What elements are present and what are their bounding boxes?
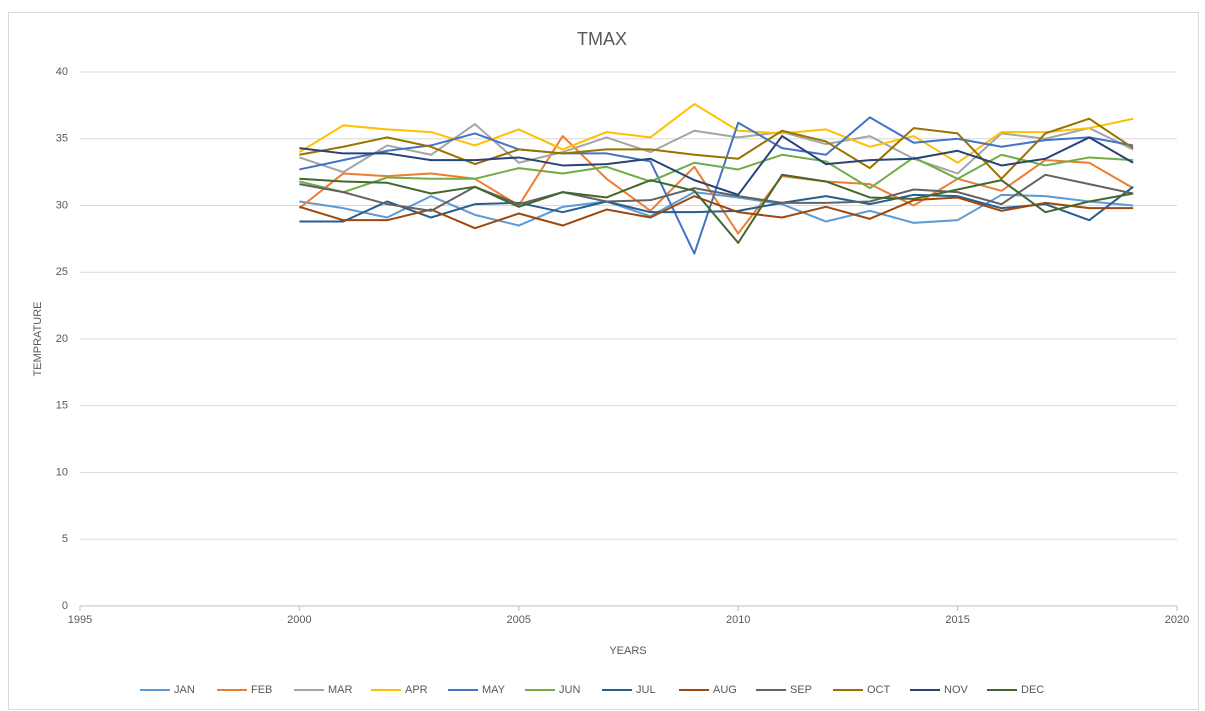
legend-label: JUN xyxy=(559,684,580,696)
x-tick-label: 2000 xyxy=(287,614,311,626)
legend-label: MAR xyxy=(328,684,353,696)
series-line xyxy=(299,173,1134,212)
series-line xyxy=(298,103,1134,164)
legend-label: SEP xyxy=(790,684,812,696)
y-tick-label: 25 xyxy=(56,266,68,278)
x-axis-label: YEARS xyxy=(609,645,646,657)
series-line xyxy=(299,186,1134,223)
series-line xyxy=(298,135,1134,235)
series-line xyxy=(299,135,1134,196)
series-line xyxy=(299,117,1134,180)
legend-label: DEC xyxy=(1021,684,1044,696)
y-axis-label: TEMPRATURE xyxy=(32,302,44,377)
legend-label: JAN xyxy=(174,684,195,696)
x-tick-label: 2005 xyxy=(507,614,531,626)
y-tick-label: 10 xyxy=(56,466,68,478)
y-tick-label: 5 xyxy=(62,533,68,545)
y-tick-label: 40 xyxy=(56,66,68,78)
x-tick-label: 2020 xyxy=(1165,614,1189,626)
x-tick-label: 2010 xyxy=(726,614,750,626)
y-tick-label: 30 xyxy=(56,199,68,211)
y-tick-label: 15 xyxy=(56,400,68,412)
series-line xyxy=(299,191,1134,227)
series-line xyxy=(299,173,1134,244)
legend-label: FEB xyxy=(251,684,272,696)
x-tick-label: 2015 xyxy=(945,614,969,626)
chart-title: TMAX xyxy=(577,29,627,49)
y-tick-label: 35 xyxy=(56,133,68,145)
legend-label: AUG xyxy=(713,684,737,696)
legend-label: JUL xyxy=(636,684,656,696)
legend-label: APR xyxy=(405,684,428,696)
legend-label: OCT xyxy=(867,684,891,696)
chart-border xyxy=(8,12,1199,710)
series-line xyxy=(299,195,1134,230)
legend-label: MAY xyxy=(482,684,506,696)
series-line xyxy=(299,153,1134,194)
legend-label: NOV xyxy=(944,684,969,696)
y-tick-label: 0 xyxy=(62,600,68,612)
y-tick-label: 20 xyxy=(56,333,68,345)
x-tick-label: 1995 xyxy=(68,614,92,626)
